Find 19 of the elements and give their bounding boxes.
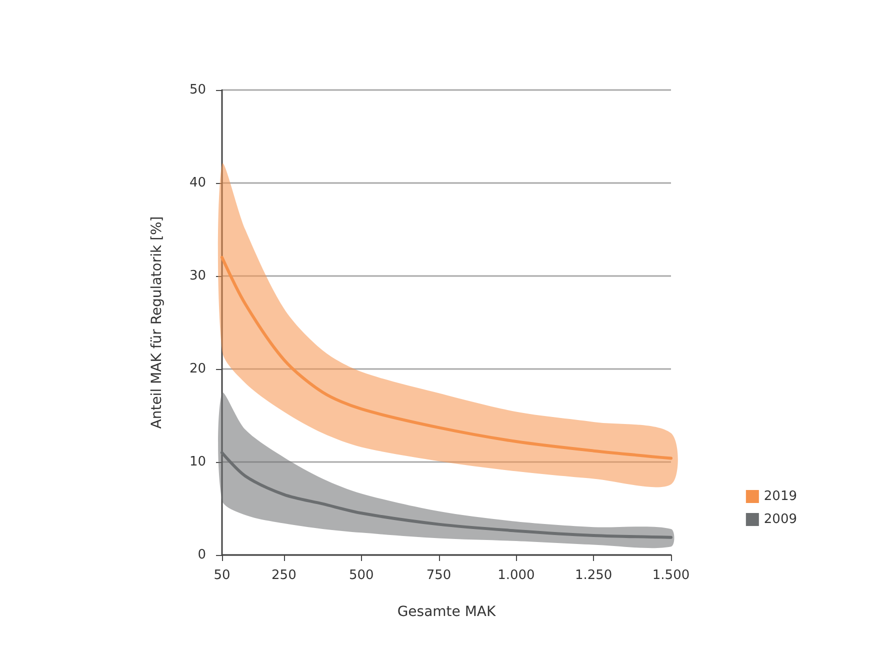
y-tick-label: 20 [189, 362, 206, 376]
line-series [220, 451, 672, 539]
y-tick-label: 50 [189, 82, 206, 98]
y-tick-label: 0 [198, 548, 206, 562]
x-tick-label: 250 [272, 568, 296, 583]
x-tick-label: 500 [348, 568, 374, 583]
line-series [220, 256, 672, 460]
y-tick-label: 40 [189, 176, 206, 190]
x-tick-label: 750 [426, 568, 452, 583]
x-tick-label: 50 [214, 568, 230, 583]
y-tick-label: 30 [189, 268, 206, 284]
y-tick-label: 10 [189, 454, 206, 470]
x-tick-label: 1.000 [498, 568, 535, 583]
y-axis-title: Anteil MAK für Regulatorik [%] [149, 216, 165, 429]
legend-label: 2019 [764, 489, 798, 504]
x-axis-title: Gesamte MAK [397, 604, 496, 620]
x-tick-label: 1.500 [652, 568, 690, 583]
legend-label: 2009 [764, 512, 798, 527]
x-tick-label: 1.250 [574, 568, 612, 583]
